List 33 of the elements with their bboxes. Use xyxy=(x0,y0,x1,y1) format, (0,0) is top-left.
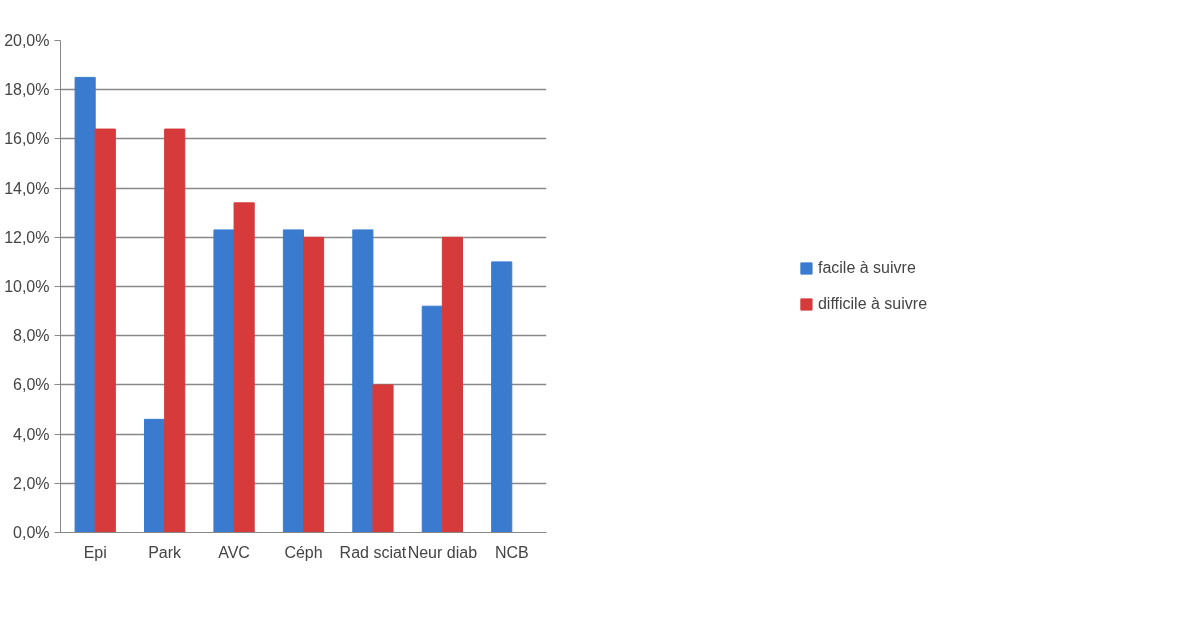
bar xyxy=(352,229,374,533)
legend-label: difficile à suivre xyxy=(817,295,928,313)
y-tick-label: 18,0% xyxy=(4,81,50,99)
y-tick-label: 6,0% xyxy=(13,376,50,394)
bar xyxy=(74,76,96,533)
bar xyxy=(441,236,463,533)
bar xyxy=(491,261,513,533)
y-tick-label: 0,0% xyxy=(13,524,50,541)
x-tick-label: Park xyxy=(148,543,183,561)
bar xyxy=(421,305,443,533)
x-tick-label: Céph xyxy=(284,543,323,561)
legend-label: facile à suivre xyxy=(817,259,916,277)
y-tick-label: 20,0% xyxy=(4,32,50,49)
bar xyxy=(303,236,325,533)
y-tick-label: 12,0% xyxy=(4,228,50,246)
x-tick-label: Neur diab xyxy=(407,543,478,561)
bar xyxy=(282,229,304,533)
bar xyxy=(213,229,235,533)
x-tick-label: AVC xyxy=(218,543,250,561)
y-tick-label: 8,0% xyxy=(13,327,50,345)
bar xyxy=(164,128,186,533)
y-tick-label: 16,0% xyxy=(4,130,50,148)
bar xyxy=(144,418,166,533)
x-tick-label: Rad sciat xyxy=(339,543,407,561)
y-tick-label: 4,0% xyxy=(13,425,50,443)
bar xyxy=(94,128,116,533)
y-tick-label: 10,0% xyxy=(4,278,50,295)
y-tick-label: 14,0% xyxy=(4,179,50,197)
y-tick-label: 2,0% xyxy=(13,474,50,492)
bar xyxy=(372,384,394,533)
bar xyxy=(233,202,255,533)
x-tick-label: NCB xyxy=(494,543,529,561)
x-tick-label: Epi xyxy=(83,543,107,561)
